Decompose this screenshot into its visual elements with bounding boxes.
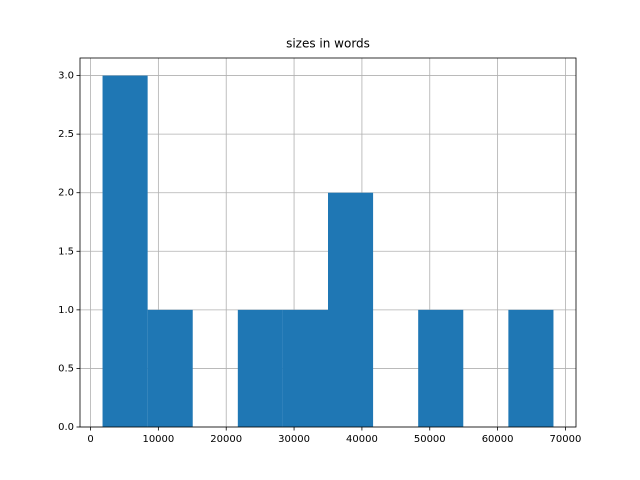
x-tick-label: 50000: [414, 434, 446, 445]
plot-frame: [79, 57, 577, 428]
bar: [508, 309, 554, 427]
y-tick-label: 0.0: [58, 422, 74, 433]
x-tick-label: 20000: [210, 434, 242, 445]
y-tick-label: 2.5: [58, 129, 74, 140]
bar: [102, 75, 148, 428]
x-tick-label: 10000: [142, 434, 174, 445]
y-tick-label: 3.0: [58, 71, 74, 82]
bar: [147, 309, 193, 427]
bar: [237, 309, 283, 427]
x-tick-label: 40000: [346, 434, 378, 445]
x-tick-label: 30000: [278, 434, 310, 445]
x-tick-label: 70000: [550, 434, 582, 445]
y-tick-label: 2.0: [58, 188, 74, 199]
y-tick-label: 0.5: [58, 363, 74, 374]
x-tick-label: 60000: [482, 434, 514, 445]
y-tick-label: 1.5: [58, 246, 74, 257]
y-tick-label: 1.0: [58, 305, 74, 316]
chart-title: sizes in words: [286, 37, 370, 51]
bar: [328, 192, 374, 427]
bar: [282, 309, 329, 427]
bar: [418, 309, 464, 427]
x-tick-label: 0: [87, 434, 93, 445]
